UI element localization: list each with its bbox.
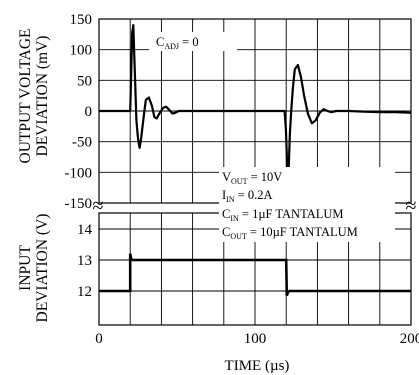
- output-ytick-label: 50: [77, 73, 92, 89]
- input-ylabel-line1: INPUT: [17, 245, 34, 291]
- x-axis-label: TIME (µs): [225, 358, 290, 374]
- output-ytick-label: 100: [70, 43, 93, 59]
- condition-vout: VOUT = 10V: [222, 170, 282, 186]
- condition-cout: COUT = 10µF TANTALUM: [222, 225, 358, 241]
- cadj-annotation: CADJ = 0: [156, 35, 199, 51]
- tick-labels: 150 100 50 0 -50 -100 -150 14 13 12 0 100 200: [65, 12, 419, 347]
- output-ylabel-line2: DEVIATION (mV): [34, 36, 51, 157]
- output-ytick-label: -100: [65, 165, 93, 181]
- output-ytick-label: 150: [70, 12, 93, 28]
- x-tick-label: 0: [95, 331, 103, 347]
- output-ytick-label: 0: [85, 104, 93, 120]
- condition-cin: CIN = 1µF TANTALUM: [222, 207, 344, 223]
- input-ytick-label: 12: [77, 284, 92, 300]
- conditions-bg: [219, 167, 395, 242]
- output-ytick-label: -150: [65, 196, 93, 212]
- output-ytick-label: -50: [72, 135, 92, 151]
- cadj-label-bg: [149, 32, 237, 51]
- output-ylabel-line1: OUTPUT VOLTAGE: [17, 29, 34, 164]
- x-tick-label: 100: [244, 331, 267, 347]
- x-tick-label: 200: [400, 331, 419, 347]
- output-deviation-line: [99, 24, 412, 176]
- axis-break-right: ≈: [406, 195, 417, 217]
- axis-break-left: ≈: [93, 195, 104, 217]
- input-ytick-label: 14: [77, 222, 93, 238]
- condition-iin: IIN = 0.2A: [222, 188, 273, 204]
- input-ylabel-line2: DEVIATION (V): [34, 214, 51, 323]
- input-ytick-label: 13: [77, 253, 92, 269]
- input-deviation-line: [99, 253, 411, 297]
